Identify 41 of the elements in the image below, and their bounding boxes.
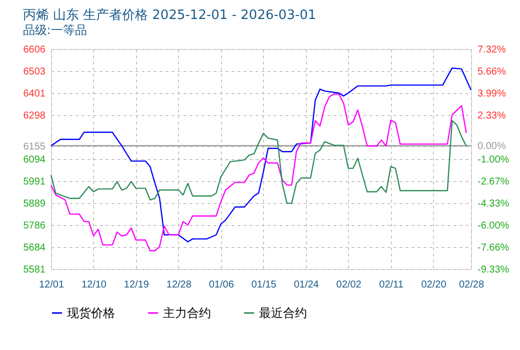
y2-tick-label: -1.00% xyxy=(478,154,510,166)
y-tick-label: 5684 xyxy=(23,242,46,254)
x-tick-label: 12/10 xyxy=(81,280,107,290)
chart-subtitle: 品级:一等品 xyxy=(22,23,87,37)
y-tick-label: 6401 xyxy=(23,88,46,100)
x-tick-label: 02/11 xyxy=(379,280,404,290)
x-tick-label: 02/28 xyxy=(458,280,484,290)
y2-tick-label: 0.00% xyxy=(478,141,506,152)
y2-tick-label: 2.33% xyxy=(478,110,506,122)
y2-tick-label: -4.33% xyxy=(478,198,510,210)
line-series xyxy=(50,68,472,242)
chart-title: 丙烯 山东 生产者价格 2025-12-01 - 2026-03-01 xyxy=(22,8,316,23)
x-tick-label: 12/28 xyxy=(166,280,192,290)
x-tick-label: 02/02 xyxy=(336,280,362,290)
x-tick-label: 12/19 xyxy=(124,280,150,290)
legend-label: 现货价格 xyxy=(67,306,115,320)
y2-tick-label: -6.00% xyxy=(478,220,510,232)
y-tick-label: 6503 xyxy=(23,66,46,78)
y-tick-label: 6094 xyxy=(23,154,46,166)
y-tick-label: 5889 xyxy=(23,198,46,210)
x-tick-label: 02/20 xyxy=(421,280,447,290)
y2-tick-label: -2.67% xyxy=(478,176,510,188)
y2-tick-label: -7.66% xyxy=(478,242,510,254)
x-tick-label: 01/15 xyxy=(251,280,277,290)
y-tick-label: 5786 xyxy=(23,220,46,232)
x-tick-label: 01/24 xyxy=(294,280,320,290)
y2-tick-label: 5.66% xyxy=(478,66,506,78)
y2-tick-label: -9.33% xyxy=(478,264,510,276)
line-series xyxy=(50,93,467,252)
y-tick-label: 5581 xyxy=(23,264,46,276)
y-tick-label: 6298 xyxy=(23,110,46,122)
y-tick-label: 6606 xyxy=(23,44,46,56)
x-tick-label: 12/01 xyxy=(38,280,64,290)
line-series xyxy=(50,120,467,204)
y2-tick-label: 3.99% xyxy=(478,88,506,100)
y-tick-label: 5991 xyxy=(23,176,46,188)
legend-label: 最近合约 xyxy=(259,306,307,320)
y-tick-label: 6155 xyxy=(23,141,46,152)
y2-tick-label: 7.32% xyxy=(478,44,506,56)
x-tick-label: 01/06 xyxy=(208,280,234,290)
legend-label: 主力合约 xyxy=(163,306,211,320)
